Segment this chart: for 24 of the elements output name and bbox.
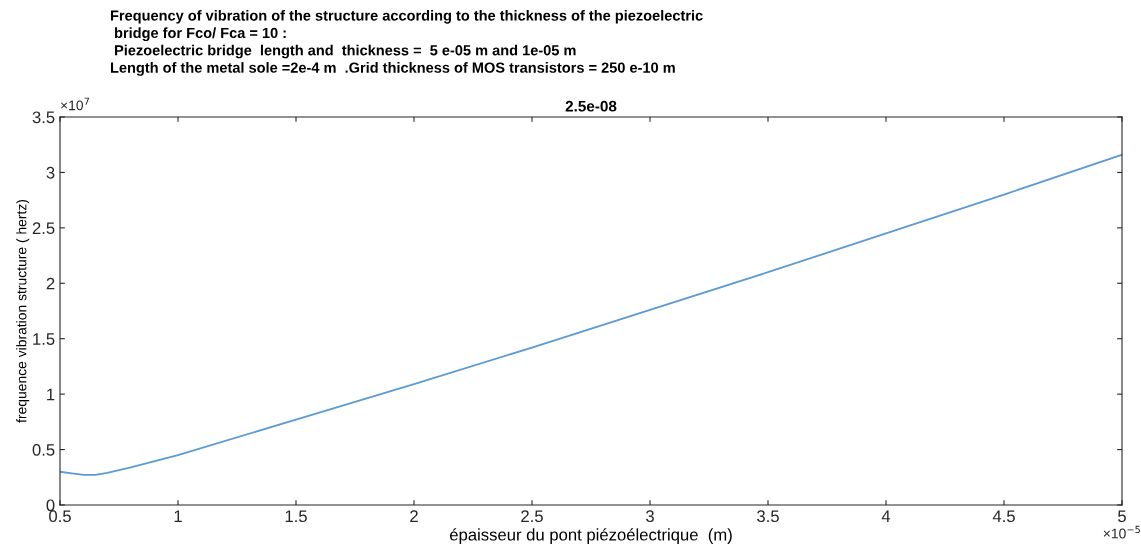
x-axis-title: épaisseur du pont piézoélectrique (m) xyxy=(449,528,732,544)
x-tick-label: 4 xyxy=(881,510,891,522)
x-tick-label: 5 xyxy=(1118,510,1126,523)
x-tick-label: 3.5 xyxy=(757,510,779,523)
chart-subtitle: Frequency of vibration of the structure according to the thickness of the piezoelectric bridge for Fco/ Fca = 10 : Piezoelectric bridge length and thickness = 5 e-05 m and 1e-05 m Length of the metal sole =2e-4 m .Grid thickness of MOS transistors = 250 e-10 m xyxy=(110,10,703,76)
y-tick-label: 3.5 xyxy=(32,111,55,124)
x-tick-label: 2 xyxy=(410,510,418,522)
y-tick-label: 0 xyxy=(46,499,55,512)
x-tick-label: 4.5 xyxy=(992,510,1015,523)
text: ×10$^{7}$ xyxy=(60,97,90,111)
y-axis-title: frequence vibration structure ( hertz) xyxy=(16,199,30,423)
y-tick-label: 3 xyxy=(46,166,55,179)
y-tick-label: 1 xyxy=(47,388,55,401)
x-tick-label: 1.5 xyxy=(285,510,307,523)
x-tick-label: 3 xyxy=(646,510,654,523)
chart-title: 2.5e-08 xyxy=(565,100,617,112)
text: ×10$^{−5}$ xyxy=(1103,525,1140,539)
x-tick-label: 2.5 xyxy=(521,510,543,523)
y-tick-label: 0.5 xyxy=(32,443,55,456)
y-tick-label: 2 xyxy=(46,277,55,290)
line-series xyxy=(60,153,1122,476)
y-tick-label: 2.5 xyxy=(32,222,55,235)
y-tick-label: 1.5 xyxy=(33,333,55,345)
x-tick-label: 1 xyxy=(174,510,182,522)
